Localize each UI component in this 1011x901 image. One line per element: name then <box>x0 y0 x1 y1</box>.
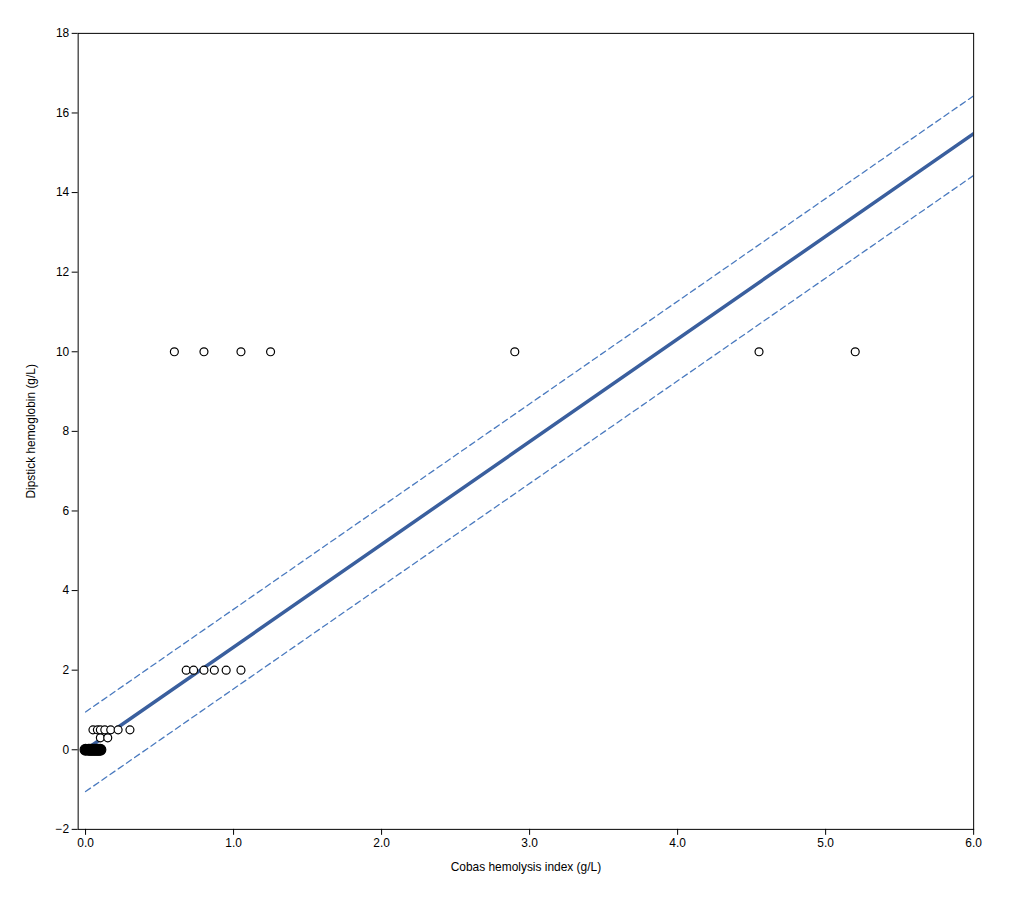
svg-text:2: 2 <box>63 663 70 677</box>
svg-text:0: 0 <box>63 743 70 757</box>
svg-text:14: 14 <box>56 185 70 199</box>
svg-text:Cobas hemolysis index (g/L): Cobas hemolysis index (g/L) <box>451 860 601 874</box>
svg-text:1.0: 1.0 <box>225 836 242 850</box>
svg-text:2.0: 2.0 <box>373 836 390 850</box>
svg-text:0.0: 0.0 <box>77 836 94 850</box>
svg-text:6: 6 <box>63 504 70 518</box>
svg-text:10: 10 <box>56 345 70 359</box>
svg-text:5.0: 5.0 <box>817 836 834 850</box>
svg-text:4: 4 <box>63 583 70 597</box>
svg-text:18: 18 <box>56 26 70 40</box>
svg-text:4.0: 4.0 <box>669 836 686 850</box>
svg-text:6.0: 6.0 <box>965 836 982 850</box>
svg-text:3.0: 3.0 <box>521 836 538 850</box>
svg-text:Dipstick hemoglobin (g/L): Dipstick hemoglobin (g/L) <box>24 364 38 499</box>
svg-text:8: 8 <box>63 424 70 438</box>
svg-text:12: 12 <box>56 265 70 279</box>
svg-text:16: 16 <box>56 106 70 120</box>
svg-text:−2: −2 <box>56 822 70 836</box>
